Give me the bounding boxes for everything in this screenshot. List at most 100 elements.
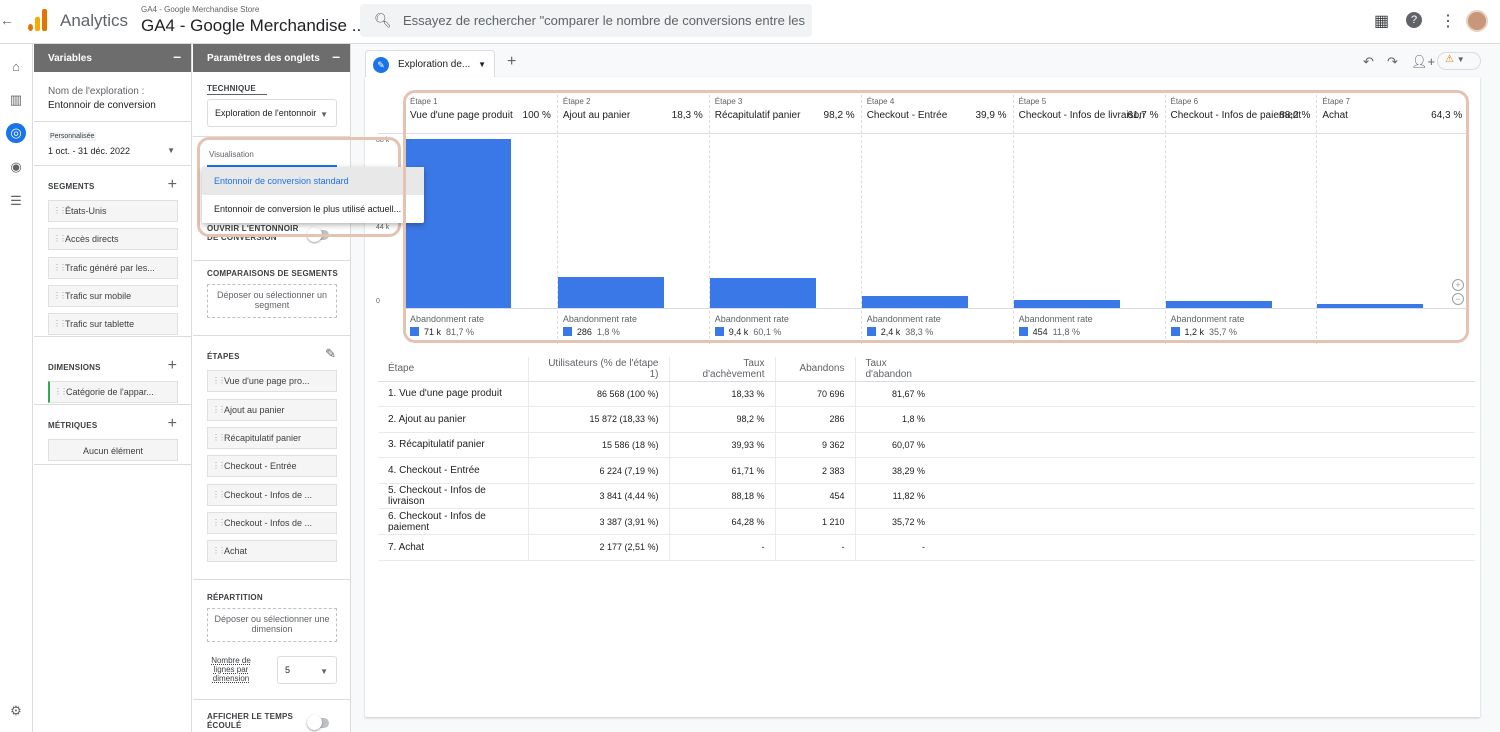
search-placeholder: Essayez de rechercher "comparer le nombr… — [403, 13, 805, 28]
funnel-step-column[interactable]: Étape 2 Ajout au panier 18,3 % Abandonment … — [556, 90, 709, 344]
property-name[interactable]: GA4 - Google Merchandise ... — [141, 16, 366, 35]
segment-chip[interactable]: Trafic sur tablette — [48, 313, 178, 335]
step-name: Checkout - Entrée — [866, 110, 948, 121]
funnel-bar[interactable] — [405, 138, 511, 308]
share-user-icon[interactable]: 👤︎+ — [1411, 54, 1436, 69]
funnel-step-column[interactable]: Étape 3 Récapitulatif panier 98,2 % Abandon… — [708, 90, 861, 344]
table-cell: 3 841 (4,44 %) — [527, 483, 669, 510]
table-cell: 15 872 (18,33 %) — [527, 406, 669, 433]
account-name[interactable]: GA4 - Google Merchandise Store — [141, 5, 260, 14]
funnel-bar[interactable] — [557, 276, 664, 308]
advertising-icon[interactable]: ◉ — [10, 159, 22, 174]
abandon-label: Abandonment rate — [410, 314, 485, 324]
funnel-bar[interactable] — [1165, 301, 1272, 308]
minimize-icon[interactable]: – — [332, 48, 340, 64]
funnel-step-column[interactable]: Étape 4 Checkout - Entrée 39,9 % Abandonmen… — [860, 90, 1013, 344]
step-chip[interactable]: Achat — [207, 540, 337, 562]
step-percent: 64,3 % — [1431, 110, 1463, 121]
funnel-header-divider — [378, 133, 1467, 134]
explore-icon[interactable]: ◎ — [6, 123, 26, 143]
rows-per-dimension-select[interactable]: 5 ▼ — [277, 656, 337, 684]
elapsed-time-toggle[interactable] — [307, 715, 329, 730]
dimension-chip[interactable]: Catégorie de l'appar... — [48, 381, 178, 403]
table-cell: 5. Checkout - Infos de livraison — [378, 483, 528, 510]
apps-grid-icon[interactable]: ▦ — [1374, 13, 1390, 30]
reports-icon[interactable]: ▥ — [9, 92, 23, 107]
settings-title: Paramètres des onglets — [207, 53, 320, 64]
segment-chip[interactable]: États-Unis — [48, 200, 178, 222]
funnel-bar[interactable] — [1013, 300, 1120, 308]
table-cell-filler — [935, 432, 1475, 459]
configure-icon[interactable]: ☰ — [10, 193, 22, 208]
step-chip[interactable]: Checkout - Entrée — [207, 455, 337, 477]
abandon-label: Abandonment rate — [1018, 314, 1093, 324]
add-metric-icon[interactable]: + — [167, 415, 177, 432]
abandon-count: 71 k — [424, 327, 442, 337]
undo-icon[interactable]: ↶ — [1363, 54, 1374, 69]
back-arrow-icon[interactable]: ← — [0, 12, 14, 28]
table-row: 7. Achat 2 177 (2,51 %) - - - — [378, 534, 1475, 561]
minimize-icon[interactable]: – — [173, 48, 181, 64]
column-header[interactable]: Taux d'achèvement — [668, 357, 775, 382]
tab-exploration[interactable]: ✎ Exploration de... ▼ — [365, 50, 495, 78]
exploration-name-value[interactable]: Entonnoir de conversion — [48, 100, 156, 111]
date-range-section[interactable]: Personnalisée 1 oct. - 31 déc. 2022 ▼ — [34, 122, 191, 166]
segment-chip[interactable]: Trafic sur mobile — [48, 285, 178, 307]
column-header[interactable]: Utilisateurs (% de l'étape 1) — [527, 357, 669, 382]
legend-swatch — [1018, 327, 1028, 336]
option-standard-funnel[interactable]: Entonnoir de conversion standard — [202, 167, 424, 195]
step-number: Étape 1 — [410, 97, 438, 106]
segment-chip[interactable]: Trafic généré par les... — [48, 257, 178, 279]
add-tab-icon[interactable]: + — [507, 53, 517, 70]
help-icon[interactable]: ? — [1406, 12, 1422, 28]
column-header[interactable]: Étape — [378, 357, 528, 382]
technique-select[interactable]: Exploration de l'entonnoir ▼ — [207, 99, 337, 127]
funnel-step-column[interactable]: Étape 6 Checkout - Infos de paiement 88,2 … — [1164, 90, 1317, 344]
step-number: Étape 7 — [1322, 97, 1350, 106]
segment-chip[interactable]: Accès directs — [48, 228, 178, 250]
table-cell: 4. Checkout - Entrée — [378, 457, 528, 484]
step-chip[interactable]: Checkout - Infos de ... — [207, 512, 337, 534]
funnel-bar[interactable] — [709, 277, 816, 308]
settings-gear-icon[interactable]: ⚙ — [10, 703, 22, 718]
table-cell: 3 387 (3,91 %) — [527, 508, 669, 536]
y-tick: 0 — [376, 298, 380, 305]
redo-icon[interactable]: ↷ — [1387, 54, 1398, 69]
breakdown-drop-zone[interactable]: Déposer ou sélectionner une dimension — [207, 608, 337, 642]
step-chip[interactable]: Checkout - Infos de ... — [207, 484, 337, 506]
abandon-rate: 38,3 % — [905, 327, 934, 337]
step-number: Étape 3 — [714, 97, 743, 106]
avatar[interactable] — [1466, 10, 1488, 32]
home-icon[interactable]: ⌂ — [12, 59, 20, 74]
table-cell: 15 586 (18 %) — [527, 432, 669, 459]
zoom-out-icon[interactable]: − — [1452, 293, 1464, 305]
table-cell: 9 362 — [774, 432, 855, 459]
more-vert-icon[interactable]: ⋮ — [1440, 13, 1456, 30]
step-chip[interactable]: Vue d'une page pro... — [207, 370, 337, 392]
option-trended-funnel[interactable]: Entonnoir de conversion le plus utilisé … — [214, 204, 402, 214]
visualisation-dropdown[interactable]: Entonnoir de conversion standard Entonno… — [202, 167, 424, 223]
analytics-logo-icon[interactable] — [28, 9, 48, 31]
column-header[interactable]: Abandons — [774, 357, 855, 382]
funnel-step-column[interactable]: Étape 7 Achat 64,3 % — [1316, 90, 1468, 344]
step-chip[interactable]: Ajout au panier — [207, 399, 337, 421]
edit-pencil-icon[interactable]: ✎ — [325, 346, 336, 361]
column-header[interactable]: Taux d'abandon — [854, 357, 935, 382]
step-number: Étape 2 — [562, 97, 591, 106]
add-segment-icon[interactable]: + — [167, 176, 177, 193]
search-bar[interactable]: 🔍︎ Essayez de rechercher "comparer le no… — [360, 4, 812, 37]
funnel-bar[interactable] — [861, 295, 968, 308]
funnel-step-column[interactable]: Étape 5 Checkout - Infos de livraison 61,7… — [1012, 90, 1165, 344]
technique-value: Exploration de l'entonnoir — [215, 108, 317, 118]
add-dimension-icon[interactable]: + — [167, 357, 177, 374]
funnel-bar[interactable] — [1317, 303, 1424, 308]
caret-down-icon[interactable]: ▼ — [478, 60, 486, 69]
table-cell: 64,28 % — [668, 508, 775, 536]
tab-settings-panel: Paramètres des onglets – TECHNIQUE Explor… — [193, 44, 351, 732]
warning-button[interactable]: ⚠ ▼ — [1437, 52, 1481, 70]
table-cell: 70 696 — [774, 381, 855, 408]
segment-drop-zone[interactable]: Déposer ou sélectionner un segment — [207, 284, 337, 318]
zoom-in-icon[interactable]: + — [1452, 279, 1464, 291]
step-chip[interactable]: Récapitulatif panier — [207, 427, 337, 449]
abandon-value: 1,2 k 35,7 % — [1170, 327, 1237, 337]
